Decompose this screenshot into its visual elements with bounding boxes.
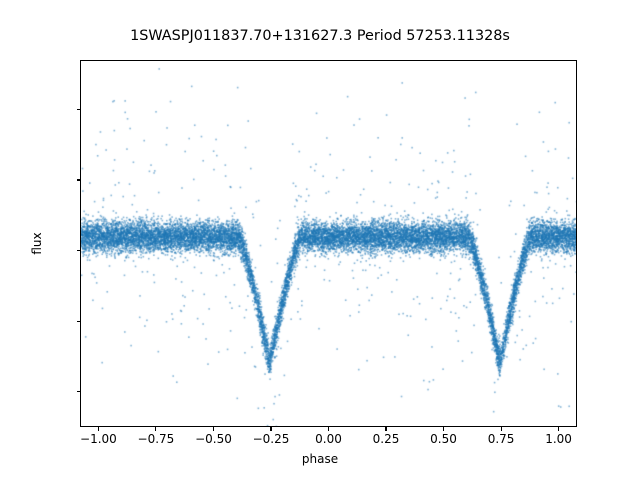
y-tick-mark [76, 391, 80, 393]
x-tick-label: 0.25 [372, 432, 400, 446]
x-tick-label: 0.50 [430, 432, 457, 446]
x-tick-label: −0.25 [252, 432, 290, 446]
x-tick-mark [97, 427, 99, 431]
x-tick-mark [385, 427, 387, 431]
x-tick-mark [500, 427, 502, 431]
y-tick-mark [76, 320, 80, 322]
x-tick-label: 1.00 [545, 432, 572, 446]
x-tick-mark [442, 427, 445, 431]
chart-title: 1SWASPJ011837.70+131627.3 Period 57253.1… [130, 28, 510, 44]
x-tick-label: 0.00 [315, 432, 342, 446]
y-axis-label: flux [30, 232, 44, 255]
x-tick-mark [327, 427, 330, 431]
x-tick-label: −0.50 [195, 432, 232, 446]
y-tick-mark [76, 250, 80, 252]
x-tick-label: −1.00 [80, 432, 117, 446]
x-tick-label: −0.75 [137, 432, 175, 446]
x-tick-mark [270, 427, 272, 431]
x-tick-mark [558, 427, 560, 431]
x-tick-label: 0.75 [487, 432, 515, 446]
x-tick-mark [212, 427, 214, 431]
x-tick-mark [155, 427, 157, 431]
y-tick-mark [76, 108, 80, 110]
scatter-plot-canvas [81, 61, 576, 426]
y-tick-mark [76, 179, 80, 181]
x-axis-label: phase [301, 452, 339, 466]
plot-axes [80, 60, 577, 427]
